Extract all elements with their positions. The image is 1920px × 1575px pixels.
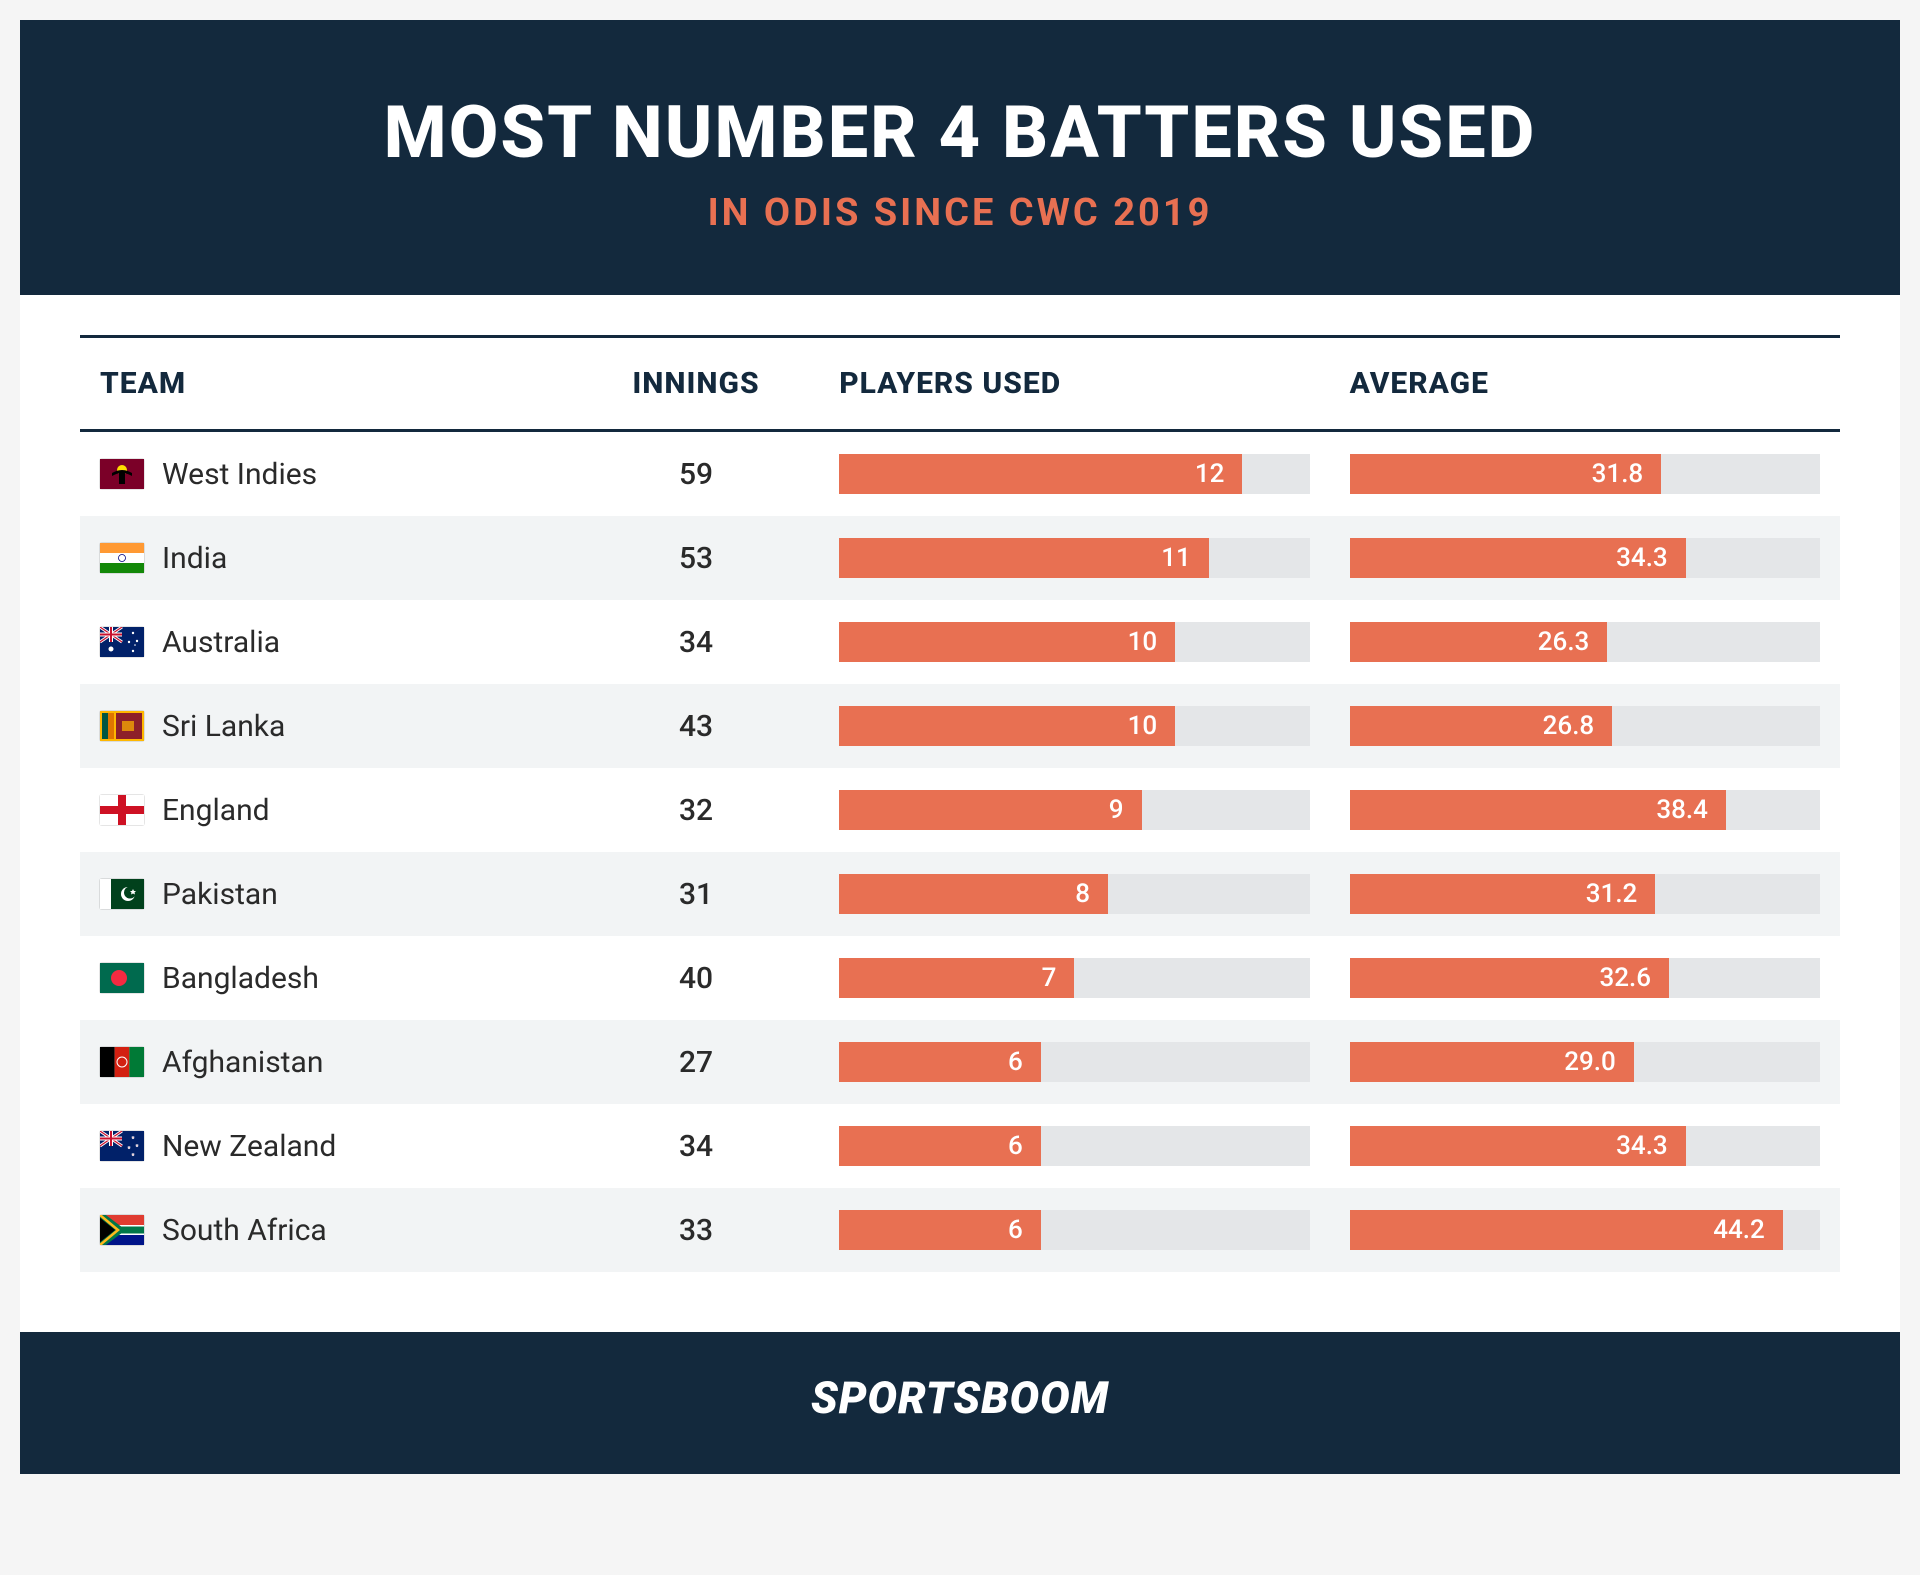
table-row: New Zealand 34 6 34.3 xyxy=(80,1104,1840,1188)
team-name: Australia xyxy=(162,625,280,660)
flag-icon xyxy=(100,963,144,993)
team-name: Bangladesh xyxy=(162,961,319,996)
team-name: Pakistan xyxy=(162,877,278,912)
innings-value: 34 xyxy=(573,600,819,684)
flag-icon xyxy=(100,1131,144,1161)
players-bar: 10 xyxy=(839,622,1309,662)
col-innings: INNINGS xyxy=(573,337,819,431)
table-container: TEAM INNINGS PLAYERS USED AVERAGE West I… xyxy=(20,295,1900,1332)
players-bar: 8 xyxy=(839,874,1309,914)
table-row: West Indies 59 12 31.8 xyxy=(80,431,1840,517)
team-name: England xyxy=(162,793,270,828)
innings-value: 31 xyxy=(573,852,819,936)
main-title: MOST NUMBER 4 BATTERS USED xyxy=(80,90,1840,175)
innings-value: 32 xyxy=(573,768,819,852)
table-row: India 53 11 34.3 xyxy=(80,516,1840,600)
average-bar: 29.0 xyxy=(1350,1042,1820,1082)
table-row: Sri Lanka 43 10 26.8 xyxy=(80,684,1840,768)
players-bar: 6 xyxy=(839,1042,1309,1082)
innings-value: 40 xyxy=(573,936,819,1020)
col-average: AVERAGE xyxy=(1330,337,1840,431)
average-bar: 34.3 xyxy=(1350,1126,1820,1166)
innings-value: 27 xyxy=(573,1020,819,1104)
innings-value: 59 xyxy=(573,431,819,517)
innings-value: 34 xyxy=(573,1104,819,1188)
team-name: New Zealand xyxy=(162,1129,336,1164)
batters-table: TEAM INNINGS PLAYERS USED AVERAGE West I… xyxy=(80,335,1840,1272)
flag-icon xyxy=(100,795,144,825)
players-bar: 9 xyxy=(839,790,1309,830)
table-header-row: TEAM INNINGS PLAYERS USED AVERAGE xyxy=(80,337,1840,431)
players-bar: 7 xyxy=(839,958,1309,998)
footer: SPORTSBOOM xyxy=(20,1332,1900,1474)
innings-value: 33 xyxy=(573,1188,819,1272)
table-row: England 32 9 38.4 xyxy=(80,768,1840,852)
average-bar: 34.3 xyxy=(1350,538,1820,578)
average-bar: 38.4 xyxy=(1350,790,1820,830)
infographic-card: MOST NUMBER 4 BATTERS USED IN ODIS SINCE… xyxy=(20,20,1900,1474)
team-name: Sri Lanka xyxy=(162,709,285,744)
team-name: India xyxy=(162,541,227,576)
flag-icon xyxy=(100,879,144,909)
flag-icon xyxy=(100,1047,144,1077)
team-name: Afghanistan xyxy=(162,1045,323,1080)
players-bar: 11 xyxy=(839,538,1309,578)
table-row: Pakistan 31 8 31.2 xyxy=(80,852,1840,936)
flag-icon xyxy=(100,543,144,573)
flag-icon xyxy=(100,459,144,489)
table-row: South Africa 33 6 44.2 xyxy=(80,1188,1840,1272)
players-bar: 12 xyxy=(839,454,1309,494)
innings-value: 43 xyxy=(573,684,819,768)
subtitle: IN ODIS SINCE CWC 2019 xyxy=(80,191,1840,235)
average-bar: 26.3 xyxy=(1350,622,1820,662)
table-row: Bangladesh 40 7 32.6 xyxy=(80,936,1840,1020)
players-bar: 10 xyxy=(839,706,1309,746)
average-bar: 32.6 xyxy=(1350,958,1820,998)
players-bar: 6 xyxy=(839,1210,1309,1250)
sportsboom-logo: SPORTSBOOM xyxy=(20,1372,1900,1424)
col-players: PLAYERS USED xyxy=(819,337,1329,431)
flag-icon xyxy=(100,711,144,741)
team-name: West Indies xyxy=(162,457,317,492)
table-row: Afghanistan 27 6 29.0 xyxy=(80,1020,1840,1104)
average-bar: 44.2 xyxy=(1350,1210,1820,1250)
average-bar: 31.8 xyxy=(1350,454,1820,494)
players-bar: 6 xyxy=(839,1126,1309,1166)
table-row: Australia 34 10 26.3 xyxy=(80,600,1840,684)
header: MOST NUMBER 4 BATTERS USED IN ODIS SINCE… xyxy=(20,20,1900,295)
team-name: South Africa xyxy=(162,1213,327,1248)
average-bar: 26.8 xyxy=(1350,706,1820,746)
innings-value: 53 xyxy=(573,516,819,600)
col-team: TEAM xyxy=(80,337,573,431)
average-bar: 31.2 xyxy=(1350,874,1820,914)
flag-icon xyxy=(100,627,144,657)
flag-icon xyxy=(100,1215,144,1245)
